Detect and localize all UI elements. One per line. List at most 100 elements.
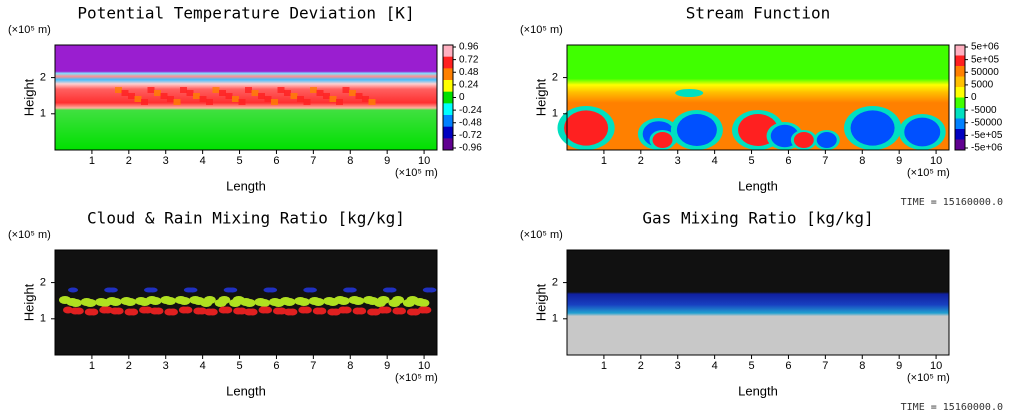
y-label: Height: [533, 283, 548, 321]
y-unit: (×10⁵ m): [8, 24, 51, 36]
x-tick-label: 3: [675, 360, 681, 372]
field-blob: [223, 287, 234, 293]
field: [55, 45, 437, 150]
colorbar-cell: [443, 126, 453, 139]
field-blob: [115, 87, 122, 93]
colorbar-cell: [955, 118, 965, 130]
field-blob: [334, 296, 347, 304]
field-blob: [793, 132, 814, 148]
field-blob: [218, 306, 229, 314]
field-blob: [145, 296, 158, 304]
field-blob: [134, 96, 142, 102]
x-tick-label: 10: [930, 155, 942, 167]
field-blob: [167, 96, 174, 102]
colorbar-label: 5e+06: [971, 42, 1000, 53]
colorbar-cell: [443, 103, 453, 116]
x-tick-label: 2: [638, 155, 644, 167]
x-tick-label: 4: [712, 360, 718, 372]
colorbar-label: -0.48: [459, 117, 482, 128]
field: [567, 250, 949, 355]
colorbar-label: -50000: [971, 117, 1003, 128]
colorbar-cell: [955, 108, 965, 119]
field-blob: [303, 99, 311, 105]
x-tick-label: 9: [896, 360, 902, 372]
field-blob: [160, 296, 173, 304]
x-tick-label: 6: [785, 155, 791, 167]
x-unit: (×10⁵ m): [395, 372, 438, 384]
field-blob: [283, 308, 294, 316]
colorbar-cell: [955, 97, 965, 109]
field-blob: [245, 87, 252, 93]
x-tick-label: 7: [310, 155, 316, 167]
x-unit: (×10⁵ m): [907, 372, 950, 384]
field-blob: [362, 96, 369, 102]
colorbar-label: 0.96: [459, 42, 479, 53]
x-tick-label: 8: [859, 360, 865, 372]
x-tick-label: 2: [126, 360, 132, 372]
colorbar-cell: [443, 56, 453, 69]
x-tick-label: 2: [638, 360, 644, 372]
field-blob: [272, 307, 283, 315]
x-tick-label: 7: [822, 360, 828, 372]
colorbar-cell: [443, 115, 453, 127]
axis-frame: [54, 44, 438, 151]
colorbar-label: -5e+06: [971, 143, 1003, 154]
field-blob: [110, 307, 121, 315]
field-blob: [206, 99, 213, 105]
field-blob: [95, 298, 108, 306]
field-blob: [141, 99, 148, 105]
y-unit: (×10⁵ m): [520, 229, 563, 241]
field-blob: [199, 96, 207, 102]
colorbar-cell: [955, 66, 965, 77]
field-blob: [238, 99, 246, 105]
field-blob: [84, 308, 95, 316]
field-blob: [675, 89, 704, 97]
field-blob: [417, 306, 428, 314]
y-tick-label: 1: [552, 313, 558, 325]
x-tick-label: 1: [601, 360, 607, 372]
x-tick-label: 10: [930, 360, 942, 372]
x-label: Length: [226, 178, 266, 193]
field-blob: [367, 308, 378, 316]
field-blob: [382, 287, 393, 293]
colorbar-label: 0.72: [459, 54, 479, 65]
field-blob: [258, 93, 265, 99]
field-blob: [232, 96, 239, 102]
field-blob: [368, 99, 376, 105]
field-blob: [310, 87, 317, 93]
y-tick-label: 2: [40, 276, 46, 288]
x-tick-label: 10: [418, 155, 430, 167]
field-blob: [312, 307, 323, 315]
field-blob: [128, 93, 135, 99]
x-label: Length: [738, 178, 778, 193]
field-blob: [149, 307, 160, 315]
field-blob: [66, 298, 79, 306]
colorbar-cell: [443, 80, 453, 92]
field-blob: [225, 93, 233, 99]
x-label: Length: [738, 383, 778, 398]
field-blob: [850, 110, 895, 146]
colorbar-cell: [443, 91, 453, 104]
field-blob: [135, 297, 148, 305]
field-blob: [173, 99, 181, 105]
field-blob: [186, 90, 194, 96]
field-blob: [178, 306, 189, 314]
field-blob: [70, 307, 81, 315]
y-tick-label: 2: [552, 276, 558, 288]
field-blob: [392, 307, 403, 315]
colorbar-label: -0.24: [459, 105, 482, 116]
x-tick-label: 6: [273, 155, 279, 167]
field-blob: [323, 93, 330, 99]
field-blob: [904, 117, 941, 147]
x-tick-label: 3: [163, 155, 169, 167]
field-blob: [652, 132, 673, 148]
x-tick-label: 5: [236, 155, 242, 167]
x-tick-label: 1: [89, 360, 95, 372]
field-blob: [183, 287, 194, 293]
field-blob: [564, 110, 609, 146]
colorbar-label: -0.72: [459, 130, 482, 141]
field-blob: [200, 299, 213, 307]
field-blob: [189, 296, 202, 304]
y-unit: (×10⁵ m): [520, 24, 563, 36]
